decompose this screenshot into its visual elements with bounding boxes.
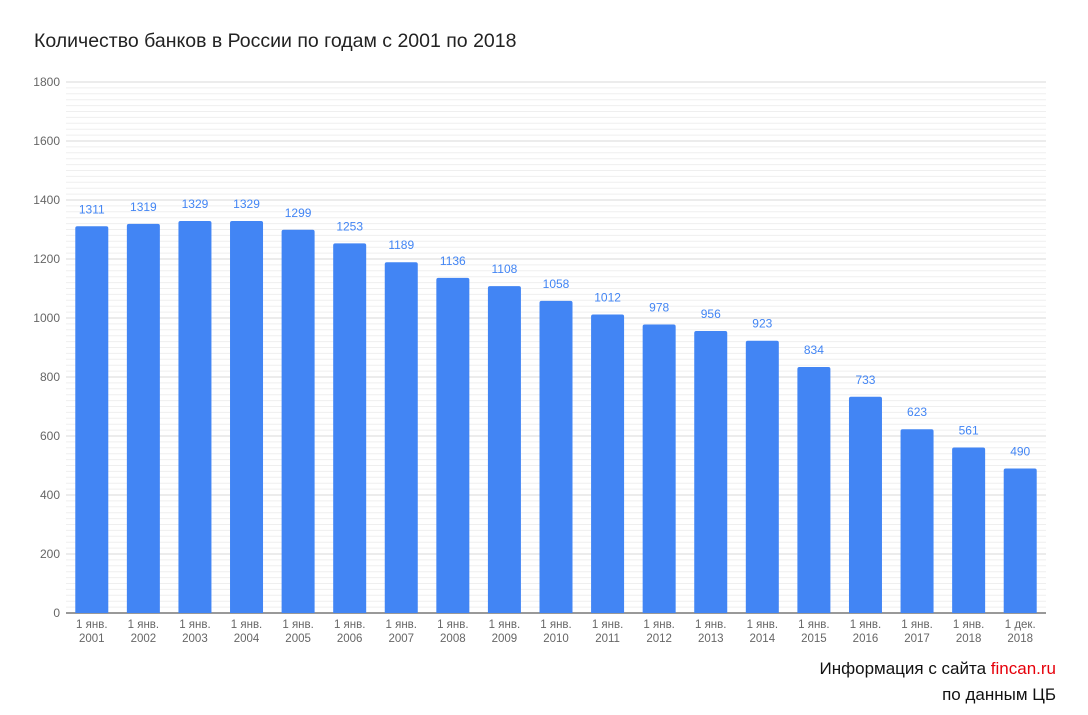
x-tick-label: 2011 (595, 633, 620, 645)
x-tick-label: 1 янв. (76, 619, 107, 631)
x-tick-label: 1 янв. (437, 619, 468, 631)
x-tick-label: 1 янв. (850, 619, 881, 631)
bar (487, 286, 521, 613)
data-label: 1319 (130, 200, 157, 214)
data-label: 1253 (336, 219, 363, 233)
x-tick-label: 1 янв. (489, 619, 520, 631)
bar (900, 429, 934, 613)
data-label: 733 (855, 373, 875, 387)
data-label: 623 (907, 405, 927, 419)
x-tick-label: 1 янв. (128, 619, 159, 631)
chart-title: Количество банков в России по годам с 20… (34, 30, 517, 52)
x-tick-label: 1 янв. (386, 619, 417, 631)
x-tick-label: 1 янв. (901, 619, 932, 631)
x-tick-label: 2007 (388, 633, 414, 645)
x-tick-label: 1 янв. (643, 619, 674, 631)
bar (126, 223, 160, 613)
data-label: 490 (1010, 444, 1030, 458)
x-tick-label: 2008 (440, 633, 466, 645)
x-tick-label: 1 янв. (695, 619, 726, 631)
x-tick-label: 1 янв. (282, 619, 313, 631)
x-tick-label: 1 янв. (953, 619, 984, 631)
bar (952, 447, 986, 613)
x-tick-label: 1 янв. (334, 619, 365, 631)
bar (333, 243, 367, 614)
x-tick-label: 2018 (956, 633, 982, 645)
y-tick-label: 1200 (33, 252, 60, 266)
bar (281, 229, 315, 614)
site-link[interactable]: fincan.ru (990, 659, 1056, 678)
info-prefix: Информация с сайта (819, 659, 991, 678)
x-tick-label: 2015 (801, 633, 827, 645)
data-label: 1058 (543, 277, 570, 291)
bar (745, 340, 779, 613)
x-tick-label: 2004 (234, 633, 260, 645)
x-tick-label: 2001 (79, 633, 105, 645)
y-tick-label: 1800 (33, 75, 60, 89)
source-line: по данным ЦБ (942, 685, 1056, 704)
y-tick-label: 600 (40, 429, 60, 443)
y-tick-label: 1400 (33, 193, 60, 207)
bar (178, 220, 212, 613)
x-tick-label: 2012 (646, 633, 672, 645)
data-label: 923 (752, 317, 772, 331)
x-tick-label: 1 янв. (592, 619, 623, 631)
y-tick-label: 800 (40, 370, 60, 384)
x-tick-label: 2009 (492, 633, 518, 645)
data-label: 834 (804, 343, 824, 357)
data-label: 1311 (79, 202, 105, 216)
x-tick-label: 1 янв. (231, 619, 262, 631)
x-tick-label: 2005 (285, 633, 311, 645)
info-line: Информация с сайта fincan.ru (820, 656, 1056, 682)
y-tick-label: 1000 (33, 311, 60, 325)
bar (1003, 468, 1037, 613)
bar (384, 262, 418, 613)
bar (230, 220, 264, 613)
bar (75, 226, 109, 613)
data-label: 1299 (285, 206, 312, 220)
data-label: 561 (959, 424, 979, 438)
x-tick-label: 1 янв. (798, 619, 829, 631)
x-tick-label: 2014 (750, 633, 776, 645)
data-label: 1108 (492, 262, 518, 276)
y-tick-label: 1600 (33, 134, 60, 148)
data-label: 1136 (440, 254, 466, 268)
bar (539, 300, 573, 613)
data-label: 1329 (182, 197, 209, 211)
bar (642, 324, 676, 613)
bar (848, 396, 882, 613)
x-tick-label: 1 янв. (747, 619, 778, 631)
x-tick-label: 2003 (182, 633, 208, 645)
x-tick-label: 2010 (543, 633, 569, 645)
bar (694, 330, 728, 613)
source-note: Информация с сайта fincan.ru по данным Ц… (820, 656, 1056, 708)
x-tick-label: 1 янв. (540, 619, 571, 631)
x-tick-label: 2018 (1007, 633, 1033, 645)
y-tick-label: 400 (40, 488, 60, 502)
x-tick-label: 2013 (698, 633, 724, 645)
bar (797, 366, 831, 613)
data-label: 1189 (388, 238, 414, 252)
x-tick-label: 1 дек. (1005, 619, 1036, 631)
x-tick-label: 2002 (131, 633, 157, 645)
x-tick-label: 2016 (853, 633, 879, 645)
x-tick-label: 2006 (337, 633, 363, 645)
x-tick-label: 2017 (904, 633, 930, 645)
bar (436, 277, 470, 613)
data-label: 1012 (594, 290, 621, 304)
data-label: 1329 (233, 197, 260, 211)
data-label: 956 (701, 307, 721, 321)
x-tick-label: 1 янв. (179, 619, 210, 631)
data-label: 978 (649, 300, 669, 314)
bar (591, 314, 625, 613)
y-tick-label: 0 (53, 606, 60, 620)
y-tick-label: 200 (40, 547, 60, 561)
